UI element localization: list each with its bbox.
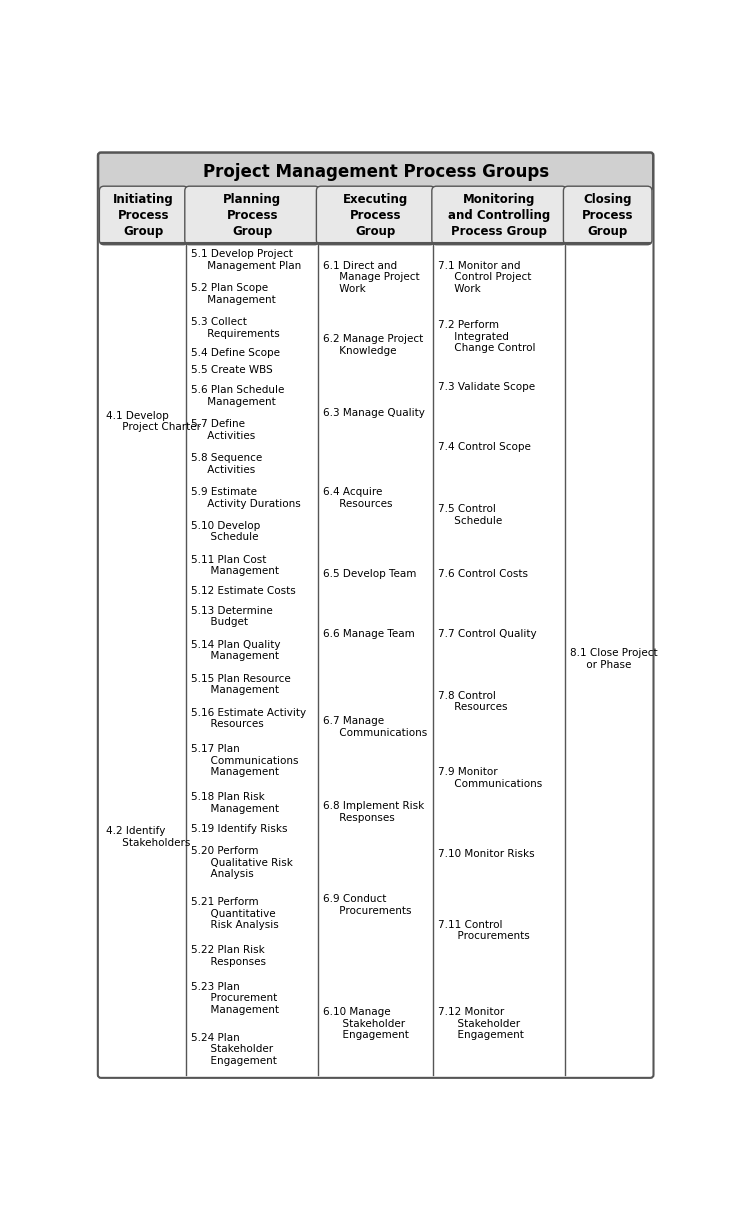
Text: 7.9 Monitor
     Communications: 7.9 Monitor Communications: [438, 767, 542, 788]
Text: 6.8 Implement Risk
     Responses: 6.8 Implement Risk Responses: [323, 801, 424, 822]
Text: 5.19 Identify Risks: 5.19 Identify Risks: [191, 823, 287, 833]
Text: 5.1 Develop Project
     Management Plan: 5.1 Develop Project Management Plan: [191, 250, 301, 270]
FancyBboxPatch shape: [100, 186, 188, 245]
Text: 5.18 Plan Risk
      Management: 5.18 Plan Risk Management: [191, 793, 279, 814]
Text: 7.8 Control
     Resources: 7.8 Control Resources: [438, 691, 507, 713]
Text: 7.1 Monitor and
     Control Project
     Work: 7.1 Monitor and Control Project Work: [438, 261, 531, 294]
Text: Planning
Process
Group: Planning Process Group: [223, 192, 281, 238]
Text: 5.12 Estimate Costs: 5.12 Estimate Costs: [191, 586, 295, 596]
Text: 5.11 Plan Cost
      Management: 5.11 Plan Cost Management: [191, 555, 279, 576]
Text: 7.7 Control Quality: 7.7 Control Quality: [438, 628, 537, 638]
Text: 7.5 Control
     Schedule: 7.5 Control Schedule: [438, 504, 502, 525]
Text: 7.12 Monitor
      Stakeholder
      Engagement: 7.12 Monitor Stakeholder Engagement: [438, 1007, 524, 1040]
Text: Initiating
Process
Group: Initiating Process Group: [114, 192, 174, 238]
Text: 6.9 Conduct
     Procurements: 6.9 Conduct Procurements: [323, 894, 411, 916]
Text: 5.10 Develop
      Schedule: 5.10 Develop Schedule: [191, 521, 260, 542]
Text: 5.5 Create WBS: 5.5 Create WBS: [191, 365, 273, 375]
FancyBboxPatch shape: [317, 186, 435, 245]
Text: 5.8 Sequence
     Activities: 5.8 Sequence Activities: [191, 453, 262, 475]
Text: 5.15 Plan Resource
      Management: 5.15 Plan Resource Management: [191, 674, 291, 695]
Text: 5.24 Plan
      Stakeholder
      Engagement: 5.24 Plan Stakeholder Engagement: [191, 1033, 277, 1066]
Text: 6.1 Direct and
     Manage Project
     Work: 6.1 Direct and Manage Project Work: [323, 261, 419, 294]
Text: 8.1 Close Project
     or Phase: 8.1 Close Project or Phase: [570, 648, 658, 670]
Text: 5.21 Perform
      Quantitative
      Risk Analysis: 5.21 Perform Quantitative Risk Analysis: [191, 896, 279, 931]
Text: 7.3 Validate Scope: 7.3 Validate Scope: [438, 382, 535, 392]
Text: 5.13 Determine
      Budget: 5.13 Determine Budget: [191, 605, 273, 627]
FancyBboxPatch shape: [97, 152, 654, 1078]
Text: 6.4 Acquire
     Resources: 6.4 Acquire Resources: [323, 487, 392, 509]
FancyBboxPatch shape: [564, 186, 652, 245]
Text: 5.7 Define
     Activities: 5.7 Define Activities: [191, 419, 255, 441]
FancyBboxPatch shape: [432, 186, 567, 245]
Text: 5.20 Perform
      Qualitative Risk
      Analysis: 5.20 Perform Qualitative Risk Analysis: [191, 847, 293, 879]
Text: 5.9 Estimate
     Activity Durations: 5.9 Estimate Activity Durations: [191, 487, 301, 509]
Text: 6.5 Develop Team: 6.5 Develop Team: [323, 569, 416, 579]
FancyBboxPatch shape: [185, 186, 320, 245]
Text: 5.6 Plan Schedule
     Management: 5.6 Plan Schedule Management: [191, 385, 284, 407]
Text: 6.6 Manage Team: 6.6 Manage Team: [323, 628, 414, 638]
Text: 6.3 Manage Quality: 6.3 Manage Quality: [323, 408, 424, 418]
FancyBboxPatch shape: [99, 153, 652, 190]
Text: 5.4 Define Scope: 5.4 Define Scope: [191, 348, 280, 358]
Text: 7.10 Monitor Risks: 7.10 Monitor Risks: [438, 849, 534, 859]
Text: 5.2 Plan Scope
     Management: 5.2 Plan Scope Management: [191, 284, 276, 304]
Text: 4.1 Develop
     Project Charter: 4.1 Develop Project Charter: [106, 410, 201, 432]
Text: 5.14 Plan Quality
      Management: 5.14 Plan Quality Management: [191, 639, 281, 661]
Text: Project Management Process Groups: Project Management Process Groups: [202, 162, 549, 180]
Text: 7.2 Perform
     Integrated
     Change Control: 7.2 Perform Integrated Change Control: [438, 320, 536, 353]
Text: Executing
Process
Group: Executing Process Group: [343, 192, 408, 238]
Text: 5.16 Estimate Activity
      Resources: 5.16 Estimate Activity Resources: [191, 708, 306, 730]
Text: Closing
Process
Group: Closing Process Group: [582, 192, 633, 238]
Text: 7.4 Control Scope: 7.4 Control Scope: [438, 442, 531, 452]
Text: 4.2 Identify
     Stakeholders: 4.2 Identify Stakeholders: [106, 826, 190, 848]
Text: 5.23 Plan
      Procurement
      Management: 5.23 Plan Procurement Management: [191, 982, 279, 1015]
Text: Monitoring
and Controlling
Process Group: Monitoring and Controlling Process Group: [448, 192, 550, 238]
Text: 5.17 Plan
      Communications
      Management: 5.17 Plan Communications Management: [191, 744, 298, 777]
Text: 6.7 Manage
     Communications: 6.7 Manage Communications: [323, 716, 427, 738]
Text: 7.6 Control Costs: 7.6 Control Costs: [438, 569, 528, 579]
Text: 6.2 Manage Project
     Knowledge: 6.2 Manage Project Knowledge: [323, 334, 423, 356]
Text: 5.22 Plan Risk
      Responses: 5.22 Plan Risk Responses: [191, 945, 266, 967]
Text: 5.3 Collect
     Requirements: 5.3 Collect Requirements: [191, 317, 280, 339]
Text: 7.11 Control
      Procurements: 7.11 Control Procurements: [438, 920, 530, 942]
Text: 6.10 Manage
      Stakeholder
      Engagement: 6.10 Manage Stakeholder Engagement: [323, 1007, 408, 1040]
